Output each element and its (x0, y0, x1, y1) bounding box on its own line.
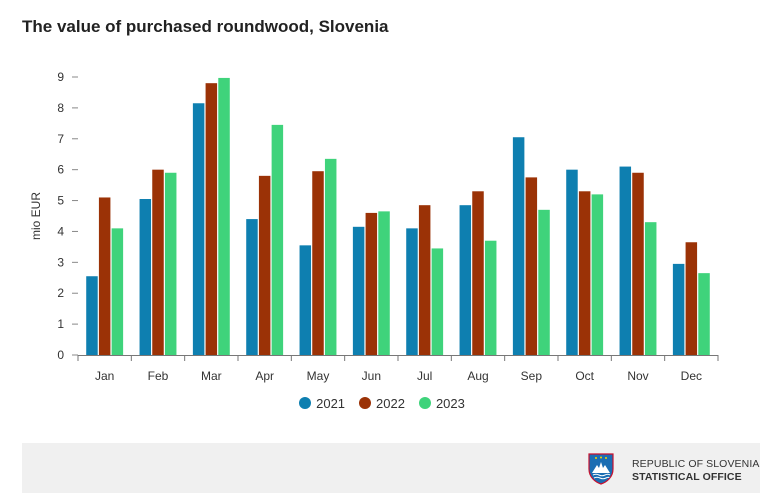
bar-2022-jun (365, 212, 378, 355)
bar-2022-dec (685, 242, 698, 355)
bar-2023-oct (591, 194, 604, 355)
bar-2023-nov (644, 222, 657, 355)
slovenia-coat-of-arms-icon (588, 453, 614, 485)
legend-item-2022[interactable]: 2022 (359, 396, 405, 411)
bar-2022-aug (472, 191, 484, 355)
x-tick-label: Feb (148, 369, 169, 383)
y-tick-label: 3 (57, 255, 64, 269)
bar-2021-jun (352, 226, 365, 355)
y-tick-label: 2 (57, 286, 64, 300)
bar-2022-jan (98, 197, 111, 355)
bar-2021-sep (512, 137, 525, 355)
bar-2023-may (324, 158, 337, 355)
x-tick-label: Jun (362, 369, 381, 383)
bar-2023-feb (164, 172, 177, 355)
legend-dot-icon (418, 397, 431, 409)
legend-label: 2022 (376, 395, 405, 411)
bar-2021-jul (406, 228, 418, 355)
bar-chart: 0 1 2 3 4 5 6 7 8 9 Jan Feb Mar Apr May Jun Jul Aug Sep Oc… (29, 70, 719, 383)
bar-2021-aug (459, 205, 472, 355)
bar-2022-mar (205, 83, 218, 355)
bar-2023-sep (538, 209, 550, 355)
y-tick-label: 5 (57, 194, 64, 208)
legend-item-2021[interactable]: 2021 (299, 396, 345, 411)
legend-dot-icon (359, 397, 372, 409)
x-tick-label: Nov (627, 369, 648, 383)
bar-series-group (86, 77, 710, 355)
x-axis: Jan Feb Mar Apr May Jun Jul Aug Sep Oct Nov Dec (77, 355, 719, 383)
bar-2022-jul (418, 205, 431, 355)
x-tick-label: Sep (521, 369, 543, 383)
x-tick-label: Jul (417, 369, 432, 383)
x-tick-label: Jan (95, 369, 114, 383)
legend-dot-icon (299, 397, 312, 409)
bar-2021-mar (192, 103, 205, 355)
y-axis-title: mio EUR (29, 192, 43, 240)
organization-line-1: REPUBLIC OF SLOVENIA (632, 458, 760, 470)
x-tick-label: Aug (467, 369, 488, 383)
x-tick-label: Dec (681, 369, 702, 383)
bar-2022-sep (525, 177, 538, 355)
organization-name: REPUBLIC OF SLOVENIA STATISTICAL OFFICE (632, 458, 759, 484)
y-axis-ticks: 0 1 2 3 4 5 6 7 8 9 (57, 70, 78, 362)
y-tick-label: 0 (57, 348, 64, 362)
bar-2021-may (299, 245, 312, 355)
y-tick-label: 6 (57, 163, 64, 177)
bar-2021-feb (139, 199, 152, 355)
legend: 2021 2022 2023 (0, 393, 764, 413)
y-tick-label: 1 (57, 317, 64, 331)
bar-2023-mar (218, 77, 230, 355)
bar-2023-jul (431, 248, 444, 355)
x-tick-label: Mar (201, 369, 222, 383)
x-tick-label: May (307, 369, 330, 383)
x-tick-label: Apr (255, 369, 274, 383)
bar-2023-jun (378, 211, 390, 355)
y-tick-label: 7 (57, 132, 64, 146)
bar-2021-dec (672, 263, 685, 355)
bar-2023-jan (111, 228, 124, 355)
y-tick-label: 8 (57, 101, 64, 115)
organization-line-2: STATISTICAL OFFICE (632, 471, 742, 483)
bar-2023-aug (484, 240, 497, 355)
y-tick-label: 4 (57, 224, 64, 238)
legend-label: 2021 (316, 395, 346, 411)
legend-label: 2023 (435, 395, 465, 411)
bar-2021-jan (86, 276, 98, 355)
y-tick-label: 9 (57, 70, 64, 84)
bar-2022-may (312, 171, 324, 355)
x-tick-label: Oct (575, 369, 594, 383)
bar-2021-oct (566, 169, 578, 355)
bar-2021-nov (619, 166, 632, 355)
bar-2023-dec (698, 273, 710, 355)
chart-title: The value of purchased roundwood, Sloven… (22, 17, 389, 36)
bar-2023-apr (271, 124, 284, 355)
bar-2022-nov (632, 172, 644, 355)
bar-2022-feb (152, 169, 164, 355)
bar-2022-apr (258, 175, 271, 355)
bar-2022-oct (578, 191, 591, 355)
legend-item-2023[interactable]: 2023 (418, 395, 465, 411)
bar-2021-apr (246, 219, 258, 355)
footer: REPUBLIC OF SLOVENIA STATISTICAL OFFICE (22, 443, 760, 493)
